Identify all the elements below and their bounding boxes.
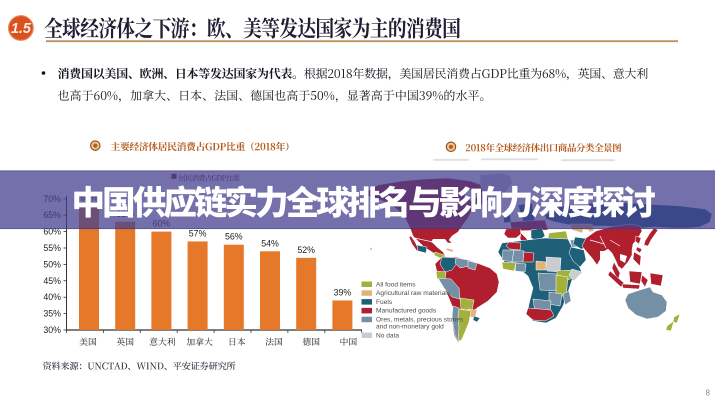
svg-text:35%: 35% bbox=[43, 309, 61, 319]
svg-text:54%: 54% bbox=[261, 238, 279, 248]
svg-text:50%: 50% bbox=[43, 259, 61, 269]
svg-text:39%: 39% bbox=[334, 287, 352, 297]
svg-text:56%: 56% bbox=[225, 232, 243, 242]
svg-text:8: 8 bbox=[706, 389, 711, 398]
svg-text:Manufactured goods: Manufactured goods bbox=[376, 308, 437, 315]
svg-text:45%: 45% bbox=[43, 276, 61, 286]
svg-text:Fuels: Fuels bbox=[376, 299, 393, 306]
svg-text:60%: 60% bbox=[43, 227, 61, 237]
svg-text:No data: No data bbox=[376, 332, 399, 339]
svg-text:57%: 57% bbox=[189, 228, 207, 238]
svg-text:52%: 52% bbox=[297, 245, 315, 255]
svg-text:40%: 40% bbox=[43, 292, 61, 302]
svg-text:and non-monetary gold: and non-monetary gold bbox=[376, 324, 444, 331]
svg-text:Ores, metals, precious stones: Ores, metals, precious stones bbox=[376, 317, 464, 324]
svg-text:Agricultural raw materials: Agricultural raw materials bbox=[376, 290, 451, 297]
svg-text:55%: 55% bbox=[43, 243, 61, 253]
svg-text:30%: 30% bbox=[43, 325, 61, 335]
svg-text:1.5: 1.5 bbox=[11, 21, 32, 37]
svg-text:All food items: All food items bbox=[376, 281, 416, 288]
